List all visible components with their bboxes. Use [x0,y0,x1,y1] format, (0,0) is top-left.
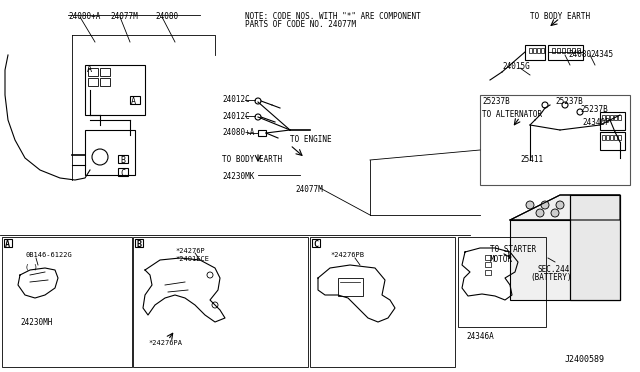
Bar [118,155,128,163]
Bar [618,115,621,120]
Text: SEC.244: SEC.244 [538,265,570,274]
Bar [529,48,532,53]
Bar [258,130,266,136]
Bar [130,96,140,104]
Text: 24015G: 24015G [502,62,530,71]
Bar [557,48,560,53]
Text: A: A [131,97,136,106]
Bar [485,262,491,267]
Text: *24276P: *24276P [175,248,205,254]
Text: TO ALTERNATOR: TO ALTERNATOR [482,110,542,119]
Bar [485,270,491,275]
Bar [614,115,617,120]
Text: *24276PB: *24276PB [330,252,364,258]
Text: ( ): ( ) [25,263,38,269]
Text: PARTS OF CODE NO. 24077M: PARTS OF CODE NO. 24077M [245,20,356,29]
Text: 25411: 25411 [520,155,543,164]
Bar [548,45,583,60]
Bar [618,135,621,140]
Bar [510,220,620,300]
Text: 24080+A: 24080+A [68,12,100,21]
Text: NOTE: CODE NOS. WITH "*" ARE COMPONENT: NOTE: CODE NOS. WITH "*" ARE COMPONENT [245,12,420,21]
Bar [100,68,110,76]
Bar [602,115,605,120]
Circle shape [556,201,564,209]
Bar [310,237,455,367]
Bar [88,78,98,86]
Text: 24080: 24080 [568,50,591,59]
Text: *24276PA: *24276PA [148,340,182,346]
Bar [572,48,575,53]
Text: 24346A: 24346A [466,332,493,341]
Text: 24080+A: 24080+A [222,128,254,137]
Bar [312,239,320,247]
Circle shape [541,201,549,209]
Bar [118,168,128,176]
Text: *2401ECE: *2401ECE [175,256,209,262]
Bar [2,237,132,367]
Bar [133,237,308,367]
Text: 24345: 24345 [590,50,613,59]
Text: J2400589: J2400589 [565,355,605,364]
Bar [480,95,630,185]
Bar [88,68,98,76]
Text: C: C [120,169,125,178]
Bar [537,48,540,53]
Bar [562,48,565,53]
Text: (BATTERY): (BATTERY) [530,273,572,282]
Bar [485,255,491,260]
Text: C: C [314,240,319,249]
Bar [100,78,110,86]
Text: 25237B: 25237B [580,105,608,114]
Bar [135,239,143,247]
Bar [525,45,545,60]
Text: 24230MK: 24230MK [222,172,254,181]
Text: 24077M: 24077M [110,12,138,21]
Text: 25237B: 25237B [482,97,509,106]
Bar [541,48,544,53]
Text: TO BODY EARTH: TO BODY EARTH [222,155,282,164]
Text: TO ENGINE: TO ENGINE [290,135,332,144]
Bar [567,48,570,53]
Circle shape [526,201,534,209]
Text: A: A [87,65,92,74]
Text: 24012C: 24012C [222,95,250,104]
Bar [606,135,609,140]
Bar [458,237,546,327]
Text: B: B [120,156,125,165]
Text: 0B146-6122G: 0B146-6122G [25,252,72,258]
Circle shape [536,209,544,217]
Text: 25237B: 25237B [555,97,583,106]
Bar [600,132,625,150]
Text: A: A [4,240,10,249]
Bar [533,48,536,53]
Bar [606,115,609,120]
Polygon shape [510,195,620,220]
Bar [610,135,613,140]
Polygon shape [570,195,620,300]
Bar [577,48,580,53]
Text: 24012C: 24012C [222,112,250,121]
Text: 24077M: 24077M [295,185,323,194]
Text: 24080: 24080 [155,12,178,21]
Circle shape [551,209,559,217]
Text: TO STARTER
MOTOR: TO STARTER MOTOR [490,245,536,264]
Text: TO BODY EARTH: TO BODY EARTH [530,12,590,21]
Bar [610,115,613,120]
Bar [614,135,617,140]
Bar [552,48,555,53]
Text: 24230MH: 24230MH [20,318,52,327]
Bar [602,135,605,140]
Bar [85,130,135,175]
Text: 24340P: 24340P [582,118,610,127]
Text: B: B [136,240,141,249]
Bar [338,278,363,296]
Bar [4,239,12,247]
Bar [85,65,145,115]
Bar [600,112,625,130]
